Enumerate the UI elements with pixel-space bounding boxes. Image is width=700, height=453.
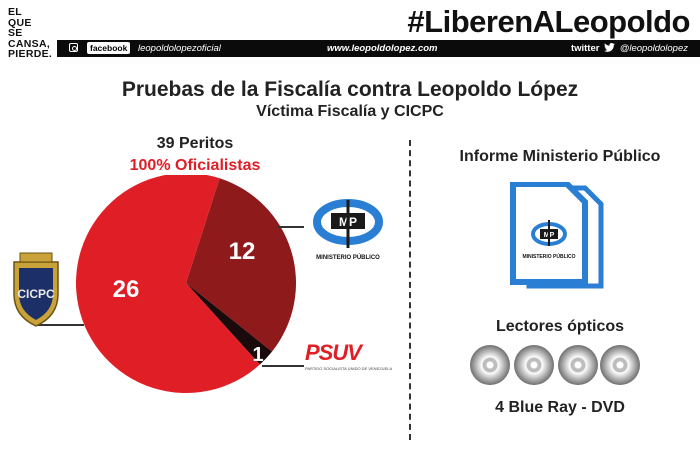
disc-icon [600, 345, 640, 385]
disc-icon [470, 345, 510, 385]
facebook-badge[interactable]: facebook [87, 42, 131, 54]
ministerio-publico-logo: MP [313, 199, 383, 248]
pie-chart: 26 12 1 [76, 175, 296, 393]
header: EL QUE SE CANSA, PIERDE. #LiberenALeopol… [0, 0, 700, 62]
disc-icon [514, 345, 554, 385]
leader-line-cicpc [36, 324, 84, 326]
document-icon: MP MINISTERIO PÚBLICO [510, 182, 604, 289]
ministerio-publico-label: MINISTERIO PÚBLICO [316, 255, 380, 261]
cicpc-shield-logo: CICPC [13, 252, 59, 327]
lectores-title: Lectores ópticos [495, 318, 625, 335]
leader-line-psuv [262, 365, 304, 367]
page-subtitle: Víctima Fiscalía y CICPC [256, 103, 444, 120]
facebook-handle[interactable]: leopoldolopezoficial [138, 43, 221, 54]
slogan-line: SE [8, 27, 23, 39]
twitter-link[interactable]: twitter @leopoldolopez [571, 43, 688, 54]
pie-value-label: 1 [252, 344, 263, 366]
disc-icon [558, 345, 598, 385]
website-link[interactable]: www.leopoldolopez.com [327, 43, 438, 54]
psuv-subtitle: PARTIDO SOCIALISTA UNIDO DE VENEZUELA [305, 366, 393, 371]
document-label: MINISTERIO PÚBLICO [522, 253, 575, 260]
twitter-handle: @leopoldolopez [619, 43, 688, 54]
disc-row [470, 345, 640, 387]
hashtag: #LiberenALeopoldo [407, 4, 690, 39]
pie-slice-psuv [186, 283, 272, 365]
slogan-line: EL [8, 6, 23, 18]
chart-subtitle: 100% Oficialistas [129, 157, 261, 174]
pie-slice-cicpc [76, 175, 260, 393]
page-title: Pruebas de la Fiscalía contra Leopoldo L… [121, 78, 579, 101]
twitter-label: twitter [570, 43, 600, 54]
leader-line-ministerio [278, 226, 304, 228]
twitter-bird-icon [604, 43, 615, 52]
slogan-line: PIERDE. [8, 48, 53, 60]
pie-value-label: 12 [229, 238, 256, 265]
social-bar: facebook leopoldolopezoficial www.leopol… [57, 40, 700, 57]
slogan-line: QUE [8, 16, 32, 29]
chart-title: 39 Peritos [156, 135, 234, 152]
instagram-icon[interactable] [69, 43, 78, 52]
pie-slice-ministerio-p-blico [186, 178, 296, 352]
slogan-line: CANSA, [8, 37, 51, 50]
informe-title: Informe Ministerio Público [459, 148, 661, 165]
panel-divider [409, 140, 411, 440]
slogan: EL QUE SE CANSA, PIERDE. [8, 7, 52, 60]
disc-caption: 4 Blue Ray - DVD [495, 399, 625, 416]
pie-value-label: 26 [113, 276, 140, 303]
psuv-logo: PSUV [305, 340, 362, 365]
cicpc-logo-text: CICPC [17, 287, 55, 301]
